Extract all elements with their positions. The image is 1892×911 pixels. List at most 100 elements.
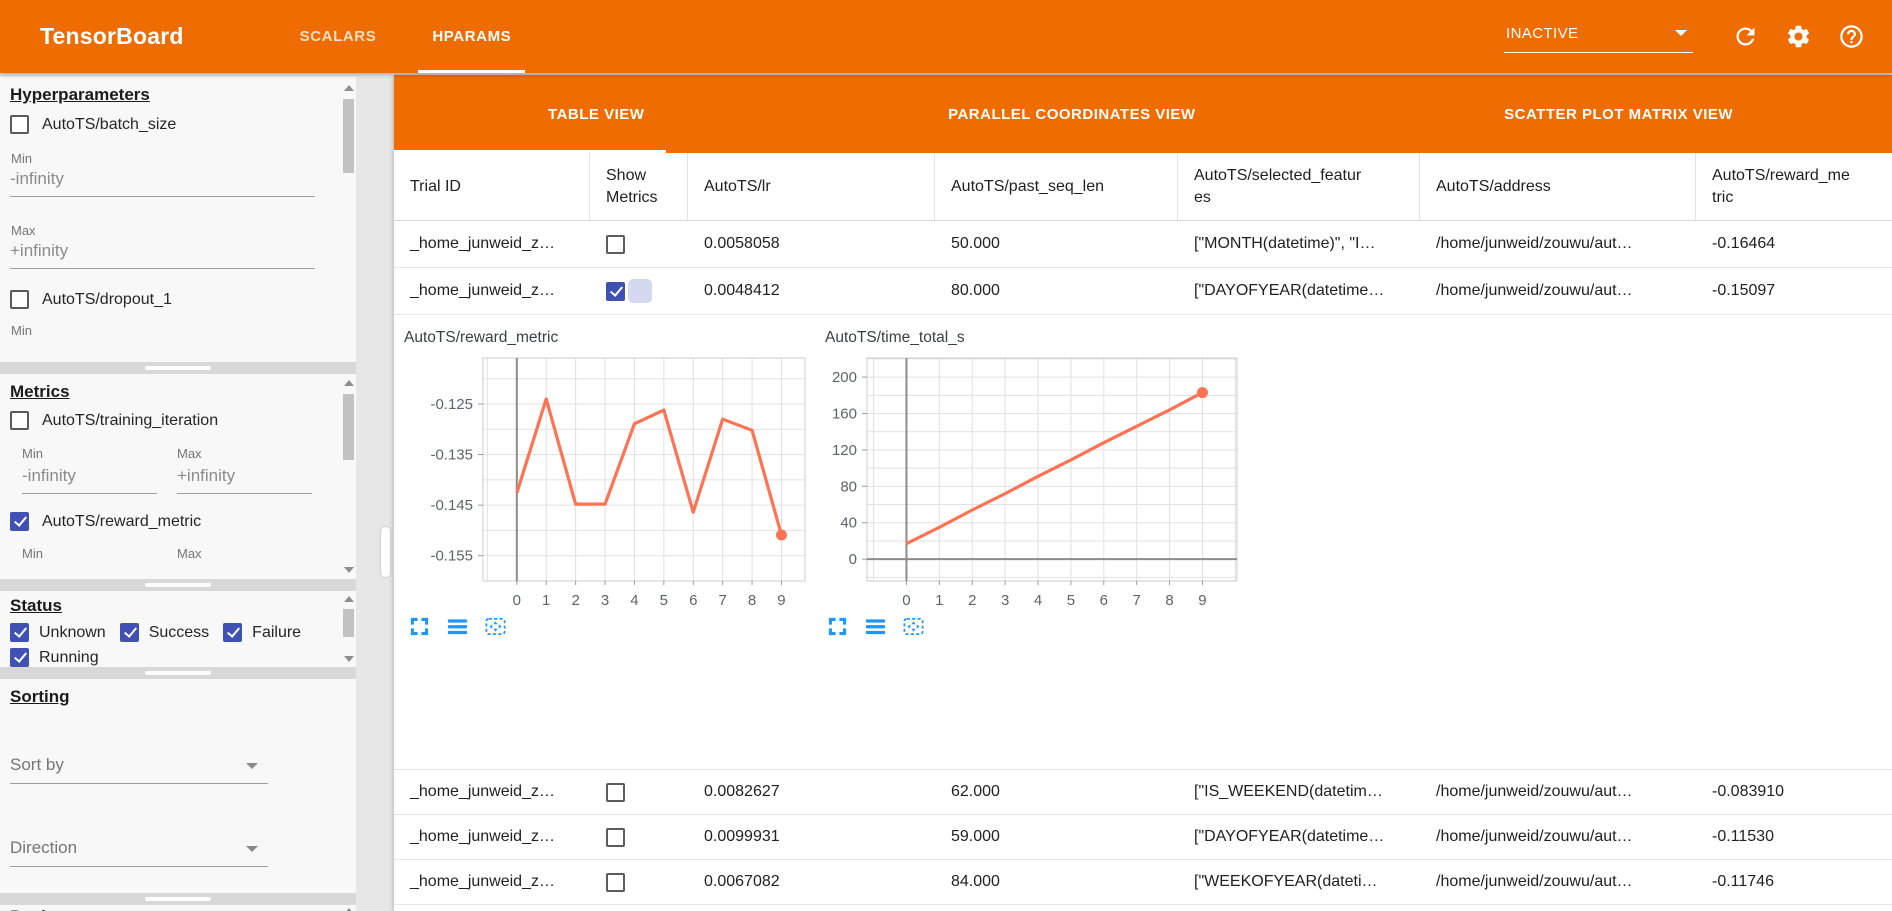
checkbox[interactable]	[10, 290, 29, 309]
direction-select[interactable]: Direction	[10, 836, 268, 867]
col-header-address[interactable]: AutoTS/address	[1420, 153, 1696, 220]
fullscreen-icon[interactable]	[826, 615, 849, 638]
col-header-trial-id[interactable]: Trial ID	[394, 153, 590, 220]
svg-text:40: 40	[840, 515, 857, 532]
direction-value: Direction	[10, 838, 78, 857]
section-scrollbar[interactable]	[343, 591, 354, 667]
hparam-batch-size-row[interactable]: AutoTS/batch_size	[10, 115, 356, 134]
fullscreen-icon[interactable]	[408, 615, 431, 638]
tab-scalars[interactable]: SCALARS	[299, 28, 377, 45]
checkbox-label: AutoTS/reward_metric	[42, 512, 202, 530]
table-row[interactable]: _home_junweid_z… 0.0058058 50.000 ["MONT…	[394, 221, 1892, 268]
scroll-down-icon[interactable]	[344, 656, 354, 662]
min-input[interactable]: -infinity	[22, 466, 157, 494]
checkbox[interactable]	[10, 648, 29, 667]
svg-text:0: 0	[902, 592, 910, 609]
svg-text:6: 6	[689, 592, 697, 609]
col-header-lr[interactable]: AutoTS/lr	[688, 153, 935, 220]
selected-features-cell: ["WEEKOFYEAR(dateti…	[1194, 873, 1378, 890]
selected-features-cell: ["MONTH(datetime)", "I…	[1194, 235, 1376, 252]
lr-cell: 0.0082627	[704, 783, 780, 800]
scroll-up-icon[interactable]	[344, 596, 354, 602]
svg-text:160: 160	[832, 406, 857, 423]
col-header-selected-features[interactable]: AutoTS/selected_features	[1178, 153, 1420, 220]
max-input[interactable]: +infinity	[10, 241, 315, 269]
show-metrics-checkbox[interactable]	[606, 827, 625, 847]
pane-resize-handle[interactable]	[0, 667, 356, 679]
tab-hparams[interactable]: HPARAMS	[412, 0, 531, 73]
svg-text:7: 7	[1133, 592, 1141, 609]
show-metrics-checkbox[interactable]	[606, 782, 625, 802]
col-header-reward-metric[interactable]: AutoTS/reward_metric	[1712, 166, 1850, 206]
scalars-lines-icon[interactable]	[446, 615, 469, 638]
scrollbar-thumb[interactable]	[343, 99, 354, 173]
status-unknown[interactable]: Unknown	[10, 623, 106, 642]
tab-parallel-coordinates-view[interactable]: PARALLEL COORDINATES VIEW	[948, 105, 1196, 123]
svg-text:3: 3	[601, 592, 609, 609]
checkbox[interactable]	[10, 115, 29, 134]
checkbox[interactable]	[10, 623, 29, 642]
checkbox[interactable]	[10, 512, 29, 531]
svg-text:5: 5	[1067, 592, 1075, 609]
sidebar-section-hyperparameters: Hyperparameters AutoTS/batch_size Min -i…	[0, 77, 356, 362]
chart-time-total: AutoTS/time_total_s 200 160 120 80 40 0 0 1 2 3 4 5…	[820, 315, 1238, 638]
svg-text:-0.145: -0.145	[430, 497, 473, 514]
tab-table-view[interactable]: TABLE VIEW	[548, 105, 645, 123]
scroll-up-icon[interactable]	[344, 380, 354, 386]
checkbox[interactable]	[223, 623, 243, 642]
address-cell: /home/junweid/zouwu/aut…	[1436, 783, 1633, 800]
section-scrollbar[interactable]	[343, 77, 354, 362]
scalars-lines-icon[interactable]	[864, 615, 887, 638]
status-running[interactable]: Running	[10, 648, 99, 667]
hparam-dropout-row[interactable]: AutoTS/dropout_1	[10, 290, 356, 309]
show-metrics-checkbox[interactable]	[606, 872, 625, 892]
table-row[interactable]: _home_junweid_z… 0.0067082 84.000 ["WEEK…	[394, 860, 1892, 905]
svg-text:-0.155: -0.155	[430, 548, 473, 565]
section-scrollbar[interactable]	[343, 905, 354, 911]
min-input[interactable]: -infinity	[10, 169, 315, 197]
scroll-up-icon[interactable]	[344, 908, 354, 911]
pane-resize-handle[interactable]	[0, 579, 356, 591]
scroll-up-icon[interactable]	[344, 85, 354, 91]
section-scrollbar[interactable]	[343, 374, 354, 579]
run-status-select[interactable]: INACTIVE	[1504, 21, 1693, 53]
status-failure[interactable]: Failure	[223, 623, 301, 642]
col-header-past-seq-len[interactable]: AutoTS/past_seq_len	[935, 153, 1178, 220]
reward-metric-line-chart[interactable]: -0.125 -0.135 -0.145 -0.155 0 1 2 3 4 5 6 7 8 9	[402, 349, 820, 609]
scrollbar-thumb[interactable]	[343, 609, 354, 637]
selected-features-cell: ["IS_WEEKEND(datetim…	[1194, 783, 1383, 800]
time-total-line-chart[interactable]: 200 160 120 80 40 0 0 1 2 3 4 5 6 7 8 9	[820, 349, 1238, 609]
svg-text:8: 8	[1165, 592, 1173, 609]
show-metrics-checkbox[interactable]	[606, 281, 625, 301]
col-header-show-metrics[interactable]: Show Metrics	[590, 153, 688, 220]
table-row[interactable]: _home_junweid_z… 0.0082627 62.000 ["IS_W…	[394, 770, 1892, 815]
selected-features-cell: ["DAYOFYEAR(datetime…	[1194, 828, 1385, 845]
address-cell: /home/junweid/zouwu/aut…	[1436, 828, 1633, 845]
table-header-row: Trial ID Show Metrics AutoTS/lr AutoTS/p…	[394, 153, 1892, 221]
metric-training-iteration-row[interactable]: AutoTS/training_iteration	[10, 411, 356, 430]
scroll-down-icon[interactable]	[344, 567, 354, 573]
main-scrollbar-thumb[interactable]	[381, 527, 390, 577]
sort-by-select[interactable]: Sort by	[10, 753, 268, 784]
max-input[interactable]: +infinity	[177, 466, 312, 494]
pane-resize-handle[interactable]	[0, 362, 356, 374]
pane-resize-handle[interactable]	[0, 893, 356, 905]
help-icon[interactable]	[1838, 23, 1865, 50]
checkbox[interactable]	[10, 411, 29, 430]
fit-to-domain-icon[interactable]	[484, 615, 507, 638]
show-metrics-checkbox[interactable]	[606, 234, 625, 254]
settings-gear-icon[interactable]	[1785, 23, 1812, 50]
checkbox[interactable]	[119, 623, 139, 642]
metric-reward-metric-row[interactable]: AutoTS/reward_metric	[10, 512, 356, 531]
svg-text:80: 80	[840, 478, 857, 495]
reload-icon[interactable]	[1732, 23, 1759, 50]
svg-text:200: 200	[832, 369, 857, 386]
trial-id-cell: _home_junweid_z…	[410, 783, 555, 800]
fit-to-domain-icon[interactable]	[902, 615, 925, 638]
tab-scatter-plot-matrix-view[interactable]: SCATTER PLOT MATRIX VIEW	[1504, 105, 1734, 123]
table-row[interactable]: _home_junweid_z… 0.0048412 80.000 ["DAYO…	[394, 268, 1892, 315]
chart-reward-metric: AutoTS/reward_metric -0.125 -0.135 -0.145-…	[402, 315, 820, 638]
status-success[interactable]: Success	[119, 623, 209, 642]
scrollbar-thumb[interactable]	[343, 394, 354, 460]
table-row[interactable]: _home_junweid_z… 0.0099931 59.000 ["DAYO…	[394, 815, 1892, 860]
